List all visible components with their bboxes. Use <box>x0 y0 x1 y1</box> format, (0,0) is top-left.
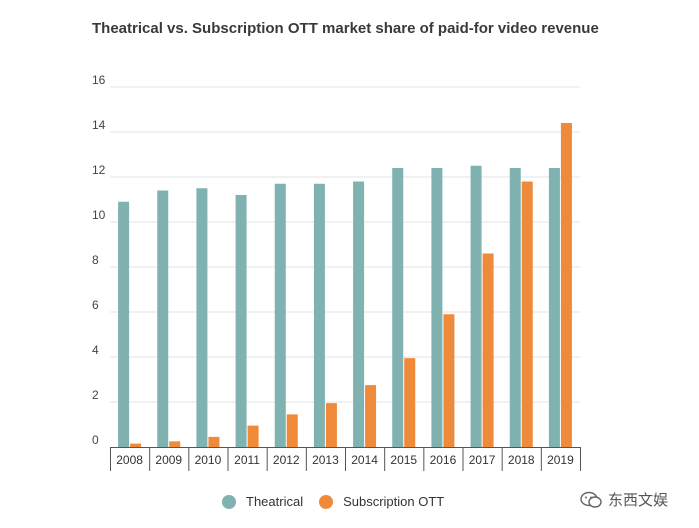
x-tick-label: 2017 <box>469 453 496 467</box>
bar-theatrical <box>313 183 325 447</box>
y-tick-label: 10 <box>92 208 106 222</box>
bar-subscription-ott <box>482 253 494 447</box>
y-tick-label: 4 <box>92 343 99 357</box>
bar-theatrical <box>470 165 482 447</box>
x-tick-label: 2015 <box>390 453 417 467</box>
legend-label-theatrical: Theatrical <box>246 494 304 509</box>
y-tick-label: 8 <box>92 253 99 267</box>
legend-item-theatrical: Theatrical <box>222 494 303 509</box>
bar-subscription-ott <box>286 414 298 447</box>
x-tick-label: 2013 <box>312 453 339 467</box>
x-tick-label: 2018 <box>508 453 535 467</box>
x-tick-label: 2009 <box>155 453 182 467</box>
bar-theatrical <box>431 168 443 447</box>
x-tick-label: 2011 <box>234 453 260 467</box>
bar-subscription-ott <box>560 123 572 447</box>
bars <box>118 123 572 447</box>
bar-theatrical <box>509 168 521 447</box>
y-axis-ticks: 0 2 4 6 8 10 12 14 16 <box>92 73 106 447</box>
legend-swatch-subscription-ott <box>319 494 334 509</box>
x-axis: 2008 2009 2010 2011 2012 2013 2014 2015 2016 2017… <box>110 447 581 471</box>
y-tick-label: 14 <box>92 118 106 132</box>
bar-theatrical <box>196 188 208 447</box>
x-tick-label: 2019 <box>547 453 574 467</box>
y-tick-label: 12 <box>92 163 106 177</box>
x-tick-label: 2016 <box>430 453 457 467</box>
bar-theatrical <box>157 190 169 447</box>
x-tick-label: 2014 <box>351 453 378 467</box>
y-tick-label: 0 <box>92 433 99 447</box>
legend-label-subscription-ott: Subscription OTT <box>343 494 445 509</box>
x-tick-label: 2008 <box>116 453 143 467</box>
legend-swatch-theatrical <box>222 494 236 509</box>
watermark-text: 东西文娱 <box>608 492 669 509</box>
bar-subscription-ott <box>247 425 259 447</box>
legend: Theatrical Subscription OTT <box>222 494 460 509</box>
chart-title: Theatrical vs. Subscription OTT market s… <box>92 20 599 37</box>
bar-subscription-ott <box>208 436 220 447</box>
bar-subscription-ott <box>404 358 416 447</box>
bar-subscription-ott <box>521 181 533 447</box>
legend-item-subscription-ott: Subscription OTT <box>319 494 444 509</box>
y-tick-label: 16 <box>92 73 106 87</box>
wechat-icon <box>580 491 602 508</box>
bar-subscription-ott <box>169 441 181 447</box>
x-tick-label: 2010 <box>195 453 222 467</box>
y-tick-label: 2 <box>92 388 99 402</box>
bar-theatrical <box>353 181 365 447</box>
watermark: 东西文娱 <box>580 489 668 510</box>
bar-theatrical <box>118 201 130 447</box>
bar-theatrical <box>548 168 560 447</box>
bar-subscription-ott <box>365 385 377 447</box>
bar-subscription-ott <box>325 403 337 447</box>
y-tick-label: 6 <box>92 298 99 312</box>
bar-subscription-ott <box>443 314 455 447</box>
bar-theatrical <box>392 168 404 447</box>
bar-theatrical <box>235 195 247 447</box>
x-tick-label: 2012 <box>273 453 300 467</box>
bar-theatrical <box>274 183 286 447</box>
grid-lines <box>110 86 580 403</box>
bar-subscription-ott <box>130 443 142 447</box>
